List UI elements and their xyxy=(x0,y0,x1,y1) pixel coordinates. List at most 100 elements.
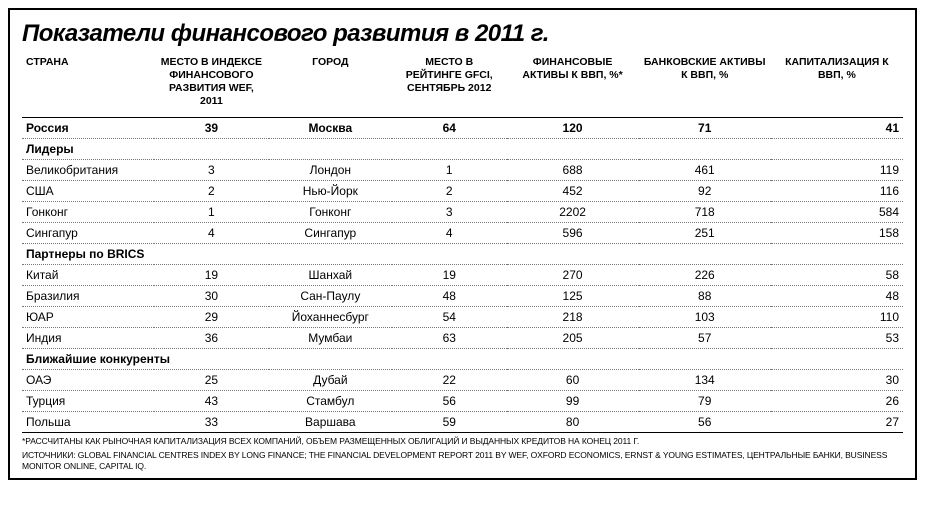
table-cell: Лондон xyxy=(269,159,392,180)
table-cell: 2 xyxy=(154,180,269,201)
table-cell: 119 xyxy=(771,159,903,180)
table-cell: Гонконг xyxy=(22,201,154,222)
table-cell: 2 xyxy=(392,180,507,201)
table-cell: 1 xyxy=(154,201,269,222)
col-header: ФИНАНСОВЫЕ АКТИВЫ К ВВП, %* xyxy=(507,54,639,117)
table-cell: 99 xyxy=(507,390,639,411)
table-cell: 2202 xyxy=(507,201,639,222)
table-cell: 57 xyxy=(639,327,771,348)
table-cell: 3 xyxy=(392,201,507,222)
table-cell: 134 xyxy=(639,369,771,390)
table-row: Великобритания3Лондон1688461119 xyxy=(22,159,903,180)
table-cell: 43 xyxy=(154,390,269,411)
table-cell: 251 xyxy=(639,222,771,243)
table-cell: Шанхай xyxy=(269,264,392,285)
table-cell: 30 xyxy=(154,285,269,306)
section-header-row: Лидеры xyxy=(22,138,903,159)
section-header-row: Партнеры по BRICS xyxy=(22,243,903,264)
table-cell: Турция xyxy=(22,390,154,411)
table-cell: 71 xyxy=(639,117,771,138)
table-row: ОАЭ25Дубай226013430 xyxy=(22,369,903,390)
table-cell: 4 xyxy=(154,222,269,243)
table-cell: 103 xyxy=(639,306,771,327)
table-cell: 584 xyxy=(771,201,903,222)
table-head: СТРАНА МЕСТО В ИНДЕКСЕ ФИНАНСОВОГО РАЗВИ… xyxy=(22,54,903,117)
table-cell: 36 xyxy=(154,327,269,348)
table-cell: ОАЭ xyxy=(22,369,154,390)
table-row: США2Нью-Йорк245292116 xyxy=(22,180,903,201)
col-header: БАНКОВСКИЕ АКТИВЫ К ВВП, % xyxy=(639,54,771,117)
table-cell: Москва xyxy=(269,117,392,138)
table-cell: 92 xyxy=(639,180,771,201)
col-header: ГОРОД xyxy=(269,54,392,117)
table-row: Россия39Москва641207141 xyxy=(22,117,903,138)
footnote-sources: ИСТОЧНИКИ: GLOBAL FINANCIAL CENTRES INDE… xyxy=(22,450,903,472)
table-cell: 218 xyxy=(507,306,639,327)
col-header: КАПИТАЛИЗАЦИЯ К ВВП, % xyxy=(771,54,903,117)
table-cell: 54 xyxy=(392,306,507,327)
table-cell: 80 xyxy=(507,411,639,432)
table-cell: 270 xyxy=(507,264,639,285)
table-cell: 688 xyxy=(507,159,639,180)
table-cell: Сан-Паулу xyxy=(269,285,392,306)
section-header-cell: Лидеры xyxy=(22,138,903,159)
table-cell: Мумбаи xyxy=(269,327,392,348)
table-cell: 596 xyxy=(507,222,639,243)
table-row: Индия36Мумбаи632055753 xyxy=(22,327,903,348)
table-cell: 125 xyxy=(507,285,639,306)
table-cell: 48 xyxy=(771,285,903,306)
table-cell: 22 xyxy=(392,369,507,390)
table-cell: Нью-Йорк xyxy=(269,180,392,201)
table-cell: Китай xyxy=(22,264,154,285)
table-cell: 53 xyxy=(771,327,903,348)
table-row: Гонконг1Гонконг32202718584 xyxy=(22,201,903,222)
table-cell: 88 xyxy=(639,285,771,306)
table-cell: Гонконг xyxy=(269,201,392,222)
table-cell: ЮАР xyxy=(22,306,154,327)
table-row: Турция43Стамбул56997926 xyxy=(22,390,903,411)
table-row: Польша33Варшава59805627 xyxy=(22,411,903,432)
section-header-cell: Ближайшие конкуренты xyxy=(22,348,903,369)
table-cell: 110 xyxy=(771,306,903,327)
table-cell: 452 xyxy=(507,180,639,201)
table-cell: Йоханнесбург xyxy=(269,306,392,327)
col-header: СТРАНА xyxy=(22,54,154,117)
table-cell: 26 xyxy=(771,390,903,411)
table-cell: 30 xyxy=(771,369,903,390)
table-cell: 19 xyxy=(392,264,507,285)
table-cell: 718 xyxy=(639,201,771,222)
section-header-cell: Партнеры по BRICS xyxy=(22,243,903,264)
table-cell: Россия xyxy=(22,117,154,138)
col-header: МЕСТО В РЕЙТИНГЕ GFCI, СЕНТЯБРЬ 2012 xyxy=(392,54,507,117)
table-cell: 33 xyxy=(154,411,269,432)
table-cell: 120 xyxy=(507,117,639,138)
table-cell: Сингапур xyxy=(269,222,392,243)
table-cell: 205 xyxy=(507,327,639,348)
footnote-calc: *РАССЧИТАНЫ КАК РЫНОЧНАЯ КАПИТАЛИЗАЦИЯ В… xyxy=(22,436,903,447)
col-header: МЕСТО В ИНДЕКСЕ ФИНАНСОВОГО РАЗВИТИЯ WEF… xyxy=(154,54,269,117)
table-cell: 79 xyxy=(639,390,771,411)
table-frame: Показатели финансового развития в 2011 г… xyxy=(8,8,917,480)
table-row: Китай19Шанхай1927022658 xyxy=(22,264,903,285)
table-cell: 4 xyxy=(392,222,507,243)
table-cell: 25 xyxy=(154,369,269,390)
table-cell: 58 xyxy=(771,264,903,285)
table-cell: 3 xyxy=(154,159,269,180)
table-cell: 226 xyxy=(639,264,771,285)
table-cell: 59 xyxy=(392,411,507,432)
table-cell: Варшава xyxy=(269,411,392,432)
table-cell: 27 xyxy=(771,411,903,432)
table-cell: 158 xyxy=(771,222,903,243)
table-cell: 41 xyxy=(771,117,903,138)
section-header-row: Ближайшие конкуренты xyxy=(22,348,903,369)
table-body: Россия39Москва641207141ЛидерыВеликобрита… xyxy=(22,117,903,432)
table-cell: 56 xyxy=(392,390,507,411)
table-row: ЮАР29Йоханнесбург54218103110 xyxy=(22,306,903,327)
table-cell: Сингапур xyxy=(22,222,154,243)
table-cell: 63 xyxy=(392,327,507,348)
table-cell: Великобритания xyxy=(22,159,154,180)
table-cell: 1 xyxy=(392,159,507,180)
table-cell: 64 xyxy=(392,117,507,138)
table-row: Бразилия30Сан-Паулу481258848 xyxy=(22,285,903,306)
table-cell: Стамбул xyxy=(269,390,392,411)
